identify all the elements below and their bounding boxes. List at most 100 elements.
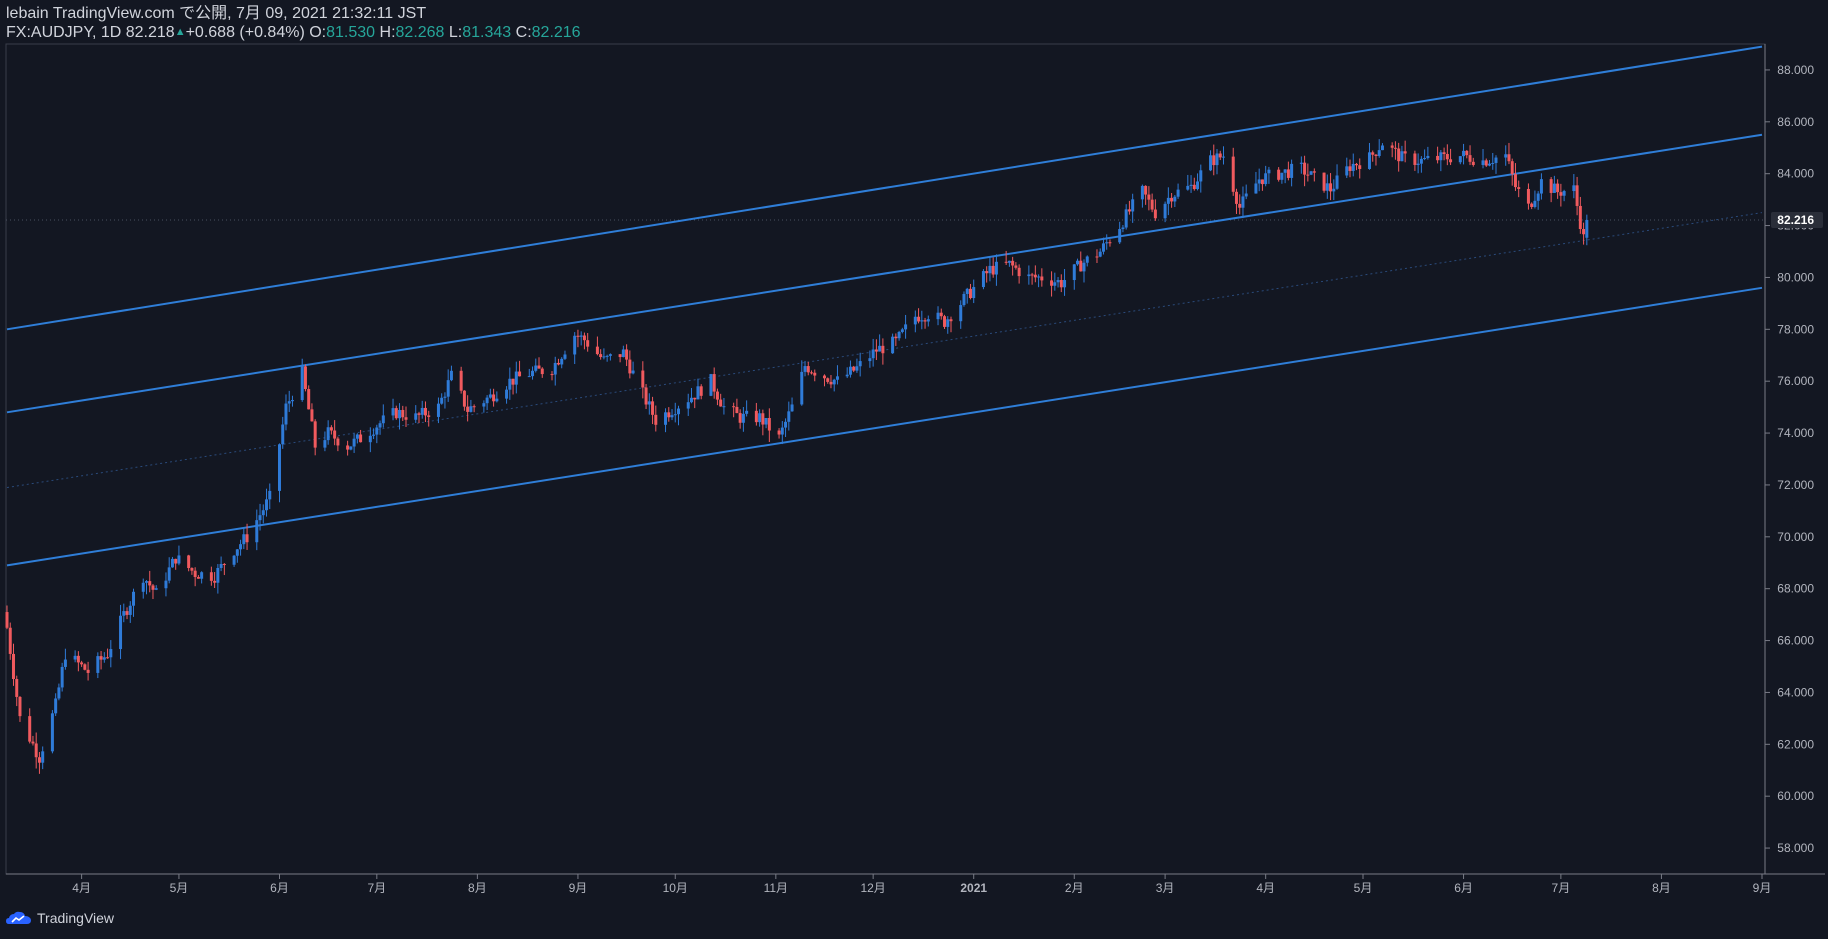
candle xyxy=(313,419,317,456)
candle xyxy=(1264,165,1268,187)
time-tick-label: 2021 xyxy=(960,881,987,895)
candle xyxy=(673,402,677,423)
candle-body xyxy=(651,401,655,415)
candle xyxy=(1063,269,1067,296)
candle xyxy=(1254,171,1258,194)
candle xyxy=(1238,194,1242,215)
candle xyxy=(1176,183,1180,199)
candle xyxy=(414,405,418,423)
candle-body xyxy=(741,413,745,423)
candle-body xyxy=(722,406,726,408)
candle xyxy=(537,357,541,369)
candle-body xyxy=(375,427,379,435)
candle-body xyxy=(119,615,123,650)
candle xyxy=(829,375,833,389)
price-axis[interactable]: 58.000 60.000 62.000 64.000 66.000 68.000 70.0… xyxy=(1765,63,1823,855)
candle-body xyxy=(595,346,599,355)
candle xyxy=(242,528,246,550)
time-axis[interactable]: 4月 5月 6月 7月 8月 9月 10月 11月 12月 2021 2月 3月 4月 5月 6月 7月 8月 9… xyxy=(72,874,1771,895)
candle-body xyxy=(1526,188,1530,204)
candle-body xyxy=(1163,203,1167,219)
candle xyxy=(190,567,194,575)
candle-body xyxy=(170,558,174,568)
tradingview-logo[interactable]: TradingView xyxy=(6,910,114,926)
candle-body xyxy=(232,555,236,565)
candle-body xyxy=(891,336,895,354)
candle xyxy=(641,361,645,399)
candle xyxy=(1335,164,1339,190)
candle-body xyxy=(258,515,262,521)
candle-body xyxy=(1426,155,1430,158)
candle xyxy=(1400,145,1404,162)
candle xyxy=(1196,173,1200,191)
candle xyxy=(200,571,204,584)
candle xyxy=(1585,214,1589,246)
channel-line-2[interactable] xyxy=(6,133,1763,414)
candle-body xyxy=(1218,153,1222,158)
candle-body xyxy=(981,271,985,288)
price-tick-label: 72.000 xyxy=(1777,478,1814,492)
candle xyxy=(440,393,444,405)
candle xyxy=(767,408,771,443)
channel-line-1[interactable] xyxy=(6,45,1763,331)
low-label: L: xyxy=(448,24,463,41)
candle xyxy=(735,398,739,414)
time-tick-label: 8月 xyxy=(1652,881,1671,895)
candle xyxy=(926,315,930,327)
candle xyxy=(1163,201,1167,223)
candle xyxy=(787,401,791,431)
candle xyxy=(1170,193,1174,208)
candle-body xyxy=(1234,191,1238,204)
candle xyxy=(1322,172,1326,193)
candle-body xyxy=(268,490,272,500)
candle-body xyxy=(813,372,817,376)
channel-line-3[interactable] xyxy=(6,212,1763,489)
candle xyxy=(41,746,45,770)
candle-body xyxy=(261,510,265,516)
candle xyxy=(446,369,450,402)
candle-body xyxy=(1423,157,1427,159)
candle xyxy=(1173,194,1177,208)
channel-line-4[interactable] xyxy=(6,286,1763,567)
candle-body xyxy=(1189,184,1193,186)
candle-body xyxy=(187,555,191,569)
candle-body xyxy=(1267,169,1271,174)
candle xyxy=(148,570,152,593)
candle xyxy=(556,358,560,366)
candle-body xyxy=(323,440,327,448)
candle-body xyxy=(287,401,291,404)
publish-info: lebain TradingView.com で公開, 7月 09, 2021 … xyxy=(6,5,427,22)
candle xyxy=(595,336,599,356)
candle-body xyxy=(1462,150,1466,157)
candle-body xyxy=(534,365,538,371)
candle xyxy=(1562,189,1566,202)
candle-body xyxy=(190,568,194,571)
candle-body xyxy=(1582,229,1586,235)
candle xyxy=(141,578,145,599)
candle xyxy=(1118,221,1122,244)
candle xyxy=(741,407,745,432)
candle xyxy=(209,566,213,586)
candle xyxy=(359,429,363,443)
candle-body xyxy=(128,605,132,615)
time-tick-label: 3月 xyxy=(1156,881,1175,895)
candle-body xyxy=(518,371,522,377)
candle xyxy=(170,556,174,568)
channel-lines[interactable] xyxy=(6,45,1763,567)
time-tick-label: 6月 xyxy=(270,881,289,895)
candle-body xyxy=(732,406,736,408)
candle xyxy=(174,558,178,570)
candle-body xyxy=(563,354,567,359)
candle xyxy=(1572,174,1576,199)
candle xyxy=(1286,161,1290,181)
candle-body xyxy=(949,319,953,322)
candle-body xyxy=(196,576,200,579)
candle xyxy=(151,583,155,600)
candle-body xyxy=(1397,148,1401,162)
candle xyxy=(255,509,259,551)
candle-body xyxy=(144,581,148,583)
candle-body xyxy=(167,567,171,581)
candle xyxy=(1231,147,1235,196)
high-value: 82.268 xyxy=(395,24,445,41)
